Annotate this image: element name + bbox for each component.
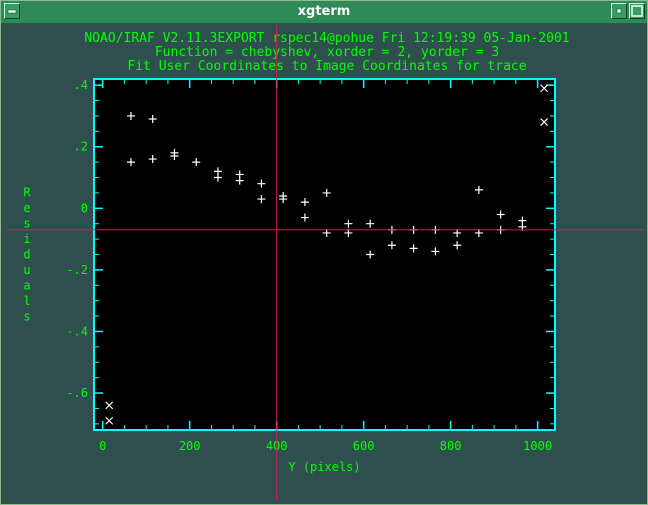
y-tick-label: 0	[81, 201, 88, 215]
axis-ticks	[94, 79, 555, 430]
data-point-plus	[474, 185, 483, 194]
x-axis-label: Y (pixels)	[288, 460, 360, 474]
plot-frame	[93, 78, 556, 431]
data-point-plus	[366, 219, 375, 228]
y-axis-label-letter: d	[23, 248, 30, 262]
y-axis-label-letter: e	[23, 201, 30, 215]
data-point-plus	[409, 244, 418, 253]
data-point-plus	[170, 151, 179, 160]
y-tick-label: -.4	[66, 324, 88, 338]
y-tick-label: .2	[74, 140, 88, 154]
data-point-plus	[213, 173, 222, 182]
y-axis-label-letter: a	[23, 279, 30, 293]
data-point-plus	[126, 158, 135, 167]
x-tick-label: 1000	[523, 439, 552, 453]
window-title: xgterm	[297, 4, 351, 19]
y-tick-label: -.6	[66, 386, 88, 400]
y-axis-label-letter: u	[23, 263, 30, 277]
data-point-plus	[300, 213, 309, 222]
x-tick-label: 800	[440, 439, 462, 453]
maximize-icon	[631, 5, 643, 17]
y-axis-label-letter: s	[23, 217, 30, 231]
graphics-area[interactable]: NOAO/IRAF V2.11.3EXPORT rspec14@pohue Fr…	[7, 25, 643, 500]
y-axis-label-letter: l	[23, 294, 30, 308]
data-point-cross	[540, 118, 549, 127]
data-point-plus	[148, 115, 157, 124]
data-point-cross	[105, 401, 114, 410]
y-tick-label: .4	[74, 78, 88, 92]
data-point-plus	[279, 195, 288, 204]
data-point-plus	[235, 176, 244, 185]
residuals-plot[interactable]: 0 200 400 600 800 1000.4.20-.2-.4-.6 Y (pixel…	[7, 25, 643, 500]
y-axis-label-letter: s	[23, 310, 30, 324]
data-point-plus	[431, 247, 440, 256]
data-point-plus	[366, 250, 375, 259]
data-point-plus	[300, 198, 309, 207]
data-point-cross	[105, 416, 114, 425]
header-line-2: Function = chebyshev, xorder = 2, yorder…	[154, 45, 500, 60]
data-point-plus	[453, 241, 462, 250]
data-points	[105, 84, 549, 425]
data-point-plus	[344, 219, 353, 228]
window-menu-button[interactable]	[4, 3, 20, 19]
plot-background	[94, 79, 555, 430]
menu-dash-icon	[7, 9, 17, 14]
data-point-plus	[257, 179, 266, 188]
title-bar[interactable]: xgterm	[1, 1, 647, 24]
data-point-plus	[496, 210, 505, 219]
y-tick-label: -.2	[66, 263, 88, 277]
x-tick-label: 200	[179, 439, 201, 453]
x-tick-label: 0	[99, 439, 106, 453]
data-point-plus	[148, 155, 157, 164]
maximize-button[interactable]	[629, 3, 645, 19]
data-point-cross	[540, 84, 549, 93]
data-point-plus	[126, 111, 135, 120]
data-point-plus	[322, 188, 331, 197]
y-axis-label-letter: R	[23, 186, 31, 200]
header-line-1: NOAO/IRAF V2.11.3EXPORT rspec14@pohue Fr…	[84, 31, 570, 46]
data-point-plus	[257, 195, 266, 204]
minimize-button[interactable]	[611, 3, 627, 19]
header-line-3: Fit User Coordinates to Image Coordinate…	[127, 59, 527, 74]
data-point-plus	[192, 158, 201, 167]
y-axis-label-letter: i	[23, 232, 30, 246]
data-point-plus	[387, 241, 396, 250]
axis-tick-labels: 0 200 400 600 800 1000.4.20-.2-.4-.6	[66, 78, 552, 453]
minimize-icon	[616, 8, 622, 14]
x-tick-label: 600	[353, 439, 375, 453]
